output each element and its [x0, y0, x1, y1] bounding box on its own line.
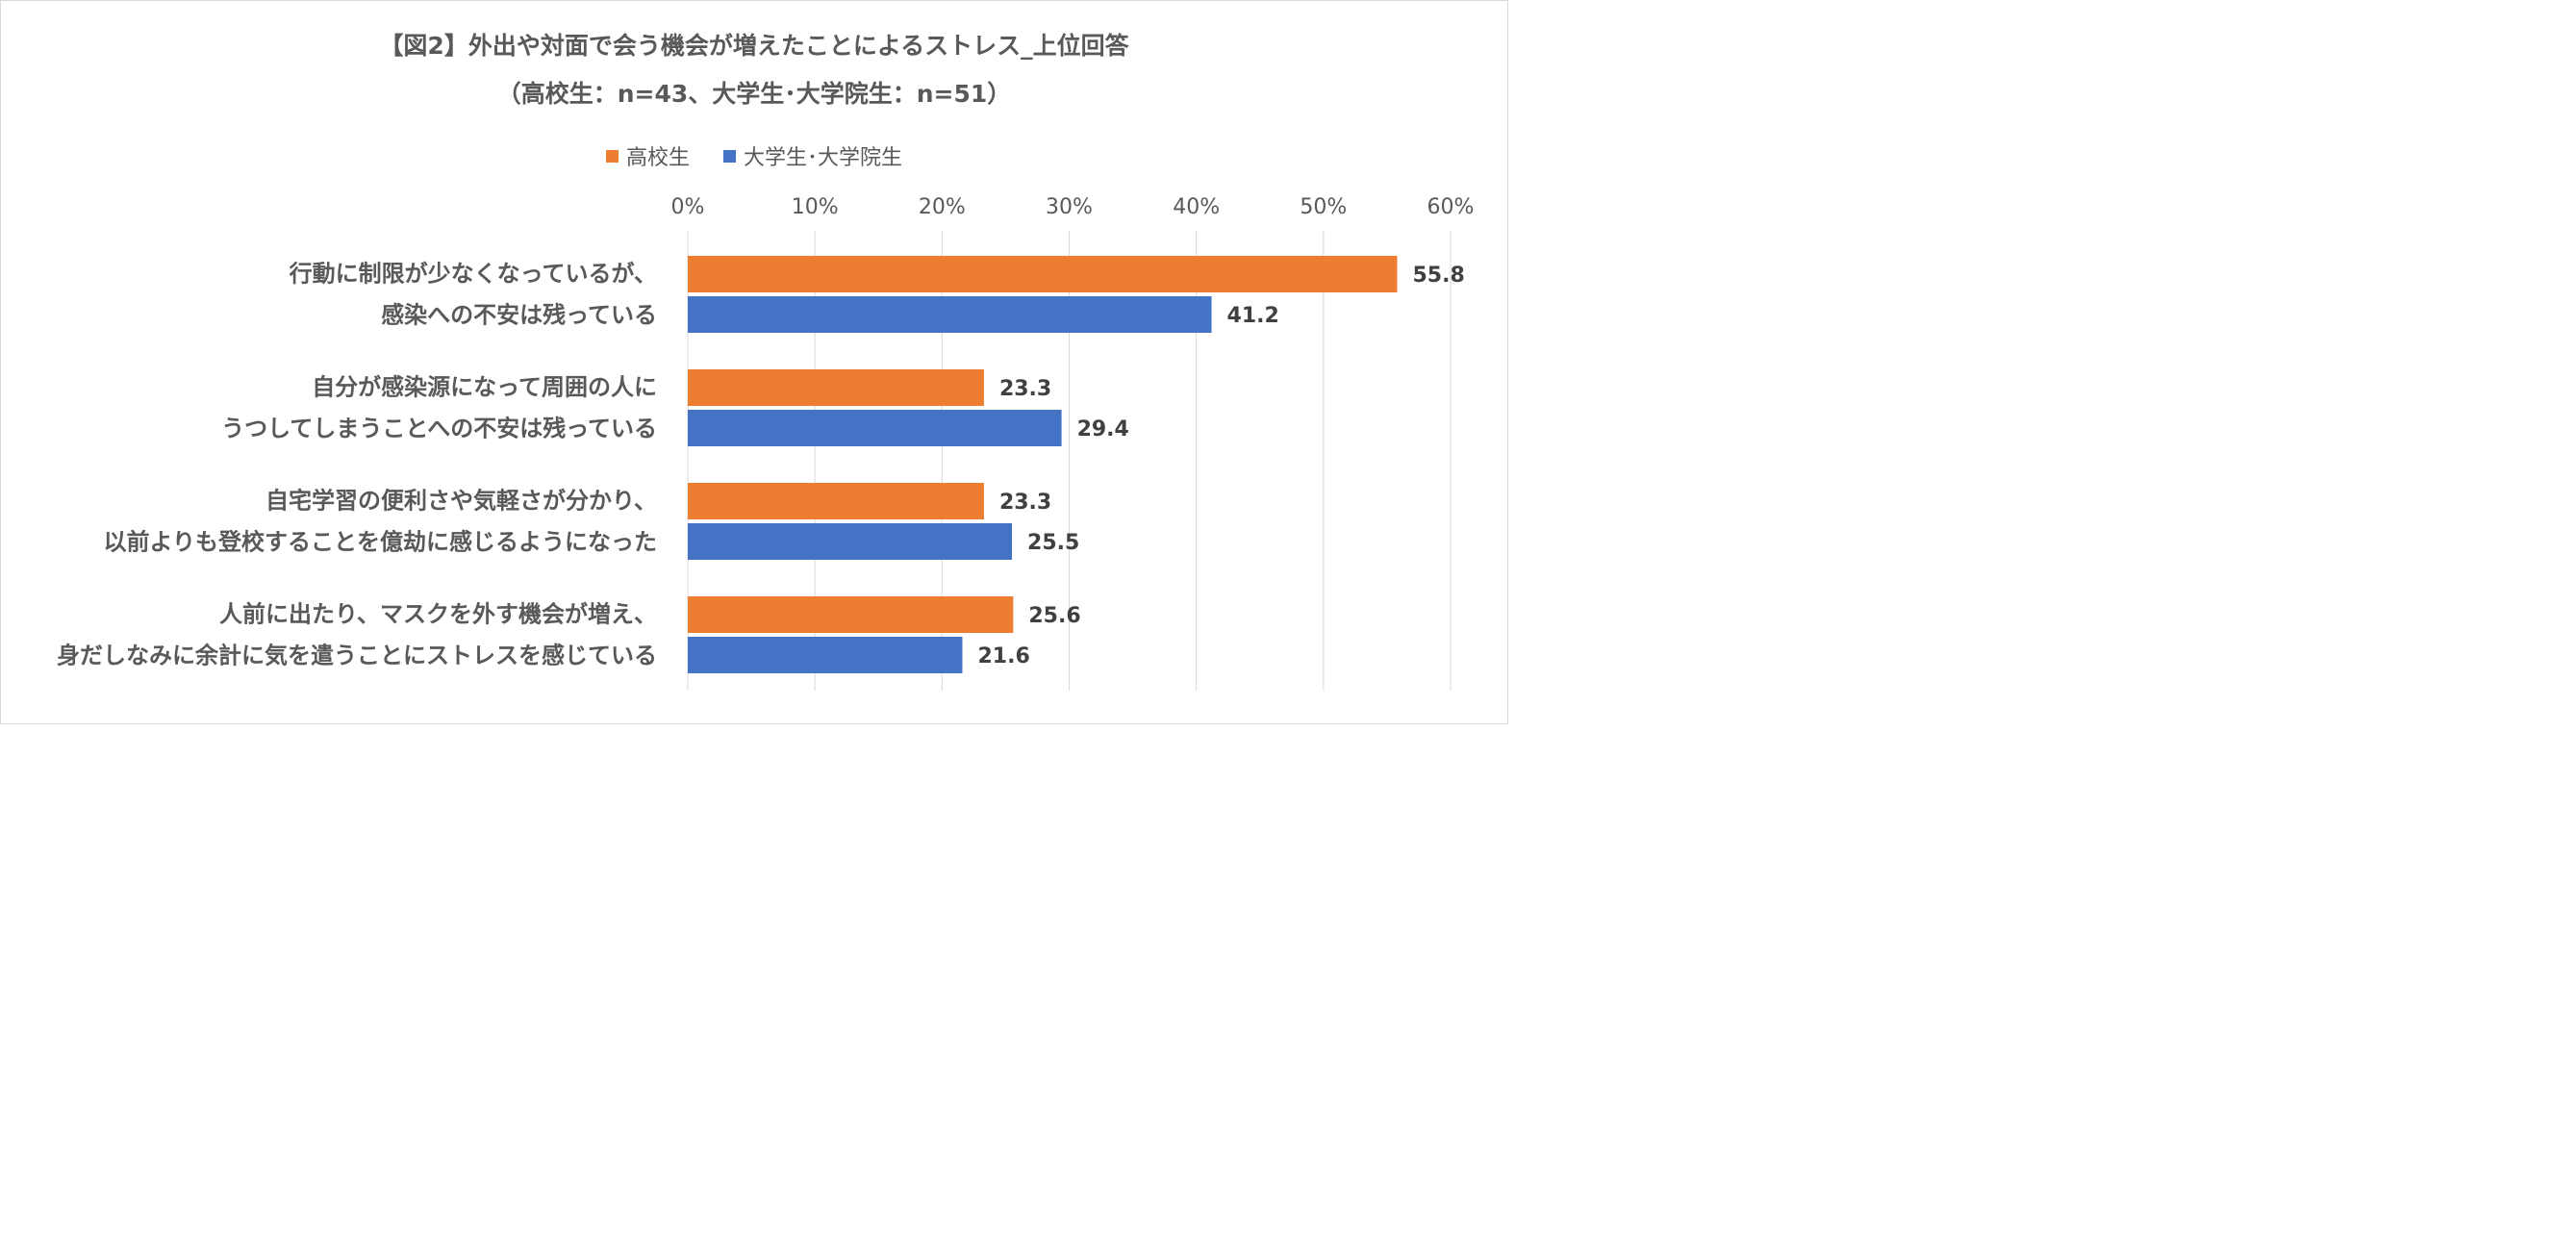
bar: [688, 296, 1212, 333]
category-label: 感染への不安は残っている: [381, 302, 657, 329]
bar: [688, 483, 984, 519]
chart-subtitle: （高校生：n=43、大学生･大学院生：n=51）: [496, 80, 1012, 108]
category-label: 以前よりも登校することを億劫に感じるようになった: [103, 529, 657, 556]
data-label: 23.3: [999, 377, 1051, 401]
data-label: 29.4: [1077, 417, 1129, 441]
data-label: 25.5: [1027, 531, 1079, 555]
category-label: 自分が感染源になって周囲の人に: [312, 374, 657, 401]
data-label: 41.2: [1227, 304, 1279, 328]
x-tick-label: 50%: [1300, 195, 1347, 219]
legend: 高校生 大学生･大学院生: [0, 140, 1508, 171]
category-label: 行動に制限が少なくなっているが、: [289, 261, 657, 288]
category-label: 人前に出たり、マスクを外す機会が増え、: [219, 601, 657, 628]
x-tick-label: 20%: [919, 195, 966, 219]
category-label: 自宅学習の便利さや気軽さが分かり、: [265, 488, 657, 515]
x-tick-label: 0%: [671, 195, 705, 219]
legend-swatch-high-school: [605, 149, 619, 163]
x-tick-label: 10%: [792, 195, 839, 219]
bar: [688, 637, 963, 673]
legend-label-university: 大学生･大学院生: [744, 146, 903, 170]
data-label: 23.3: [999, 491, 1051, 515]
x-tick-label: 40%: [1173, 195, 1220, 219]
bar: [688, 256, 1398, 292]
bar: [688, 369, 984, 406]
legend-swatch-university: [723, 149, 736, 163]
data-label: 25.6: [1028, 604, 1080, 628]
legend-item-university: 大学生･大学院生: [723, 140, 902, 171]
bar: [688, 523, 1013, 560]
category-label: うつしてしまうことへの不安は残っている: [221, 416, 657, 442]
bar: [688, 596, 1014, 633]
chart-title: 【図2】外出や対面で会う機会が増えたことによるストレス_上位回答: [379, 32, 1129, 60]
data-label: 21.6: [977, 644, 1029, 668]
x-tick-label: 60%: [1427, 195, 1475, 219]
x-tick-label: 30%: [1046, 195, 1093, 219]
data-label: 55.8: [1412, 264, 1464, 288]
bar: [688, 410, 1062, 446]
category-label: 身だしなみに余計に気を遣うことにストレスを感じている: [57, 643, 657, 669]
legend-label-high-school: 高校生: [625, 146, 690, 170]
legend-item-high-school: 高校生: [605, 140, 690, 171]
bar-chart-plot: 0% 10% 20% 30% 40% 50% 60% 55.8 41.2 行動に制限が少なくなって…: [57, 195, 1475, 691]
